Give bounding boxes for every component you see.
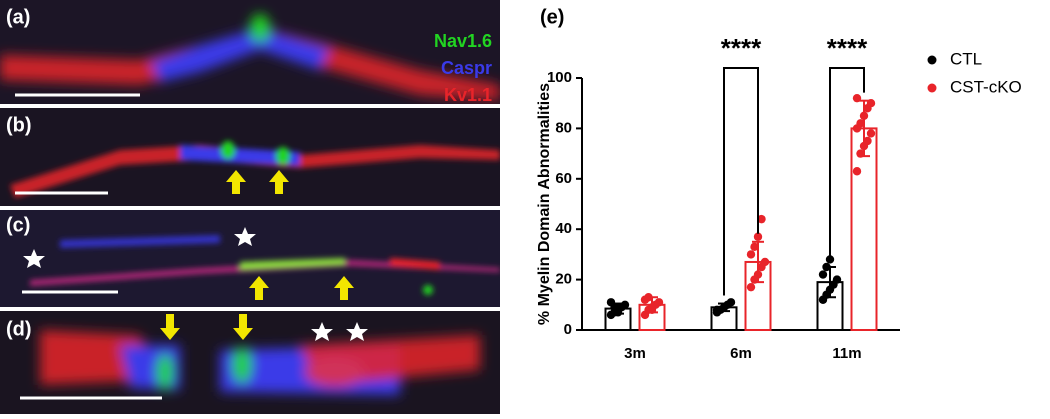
panel-label: (c) (6, 214, 30, 236)
data-point (753, 232, 763, 241)
x-tick-label: 11m (832, 345, 861, 362)
y-tick-label: 60 (555, 170, 572, 187)
panel-label: (d) (6, 318, 32, 340)
x-tick-label: 3m (624, 345, 646, 362)
significance-label: **** (721, 33, 762, 63)
panel-d-image (0, 311, 500, 414)
significance-label: **** (827, 33, 868, 63)
y-tick-label: 20 (555, 271, 572, 288)
legend-marker (927, 83, 937, 93)
y-axis-label: % Myelin Domain Abnormalities (536, 83, 553, 325)
y-tick-label: 0 (564, 321, 572, 338)
data-point (746, 250, 756, 259)
legend-marker (927, 55, 937, 65)
y-tick-label: 80 (555, 119, 572, 136)
panel-b-image (0, 108, 500, 206)
data-point (859, 111, 869, 121)
data-point (852, 93, 862, 103)
channel-label: Kv1.1 (444, 85, 492, 105)
panel-label: (e) (540, 6, 564, 28)
data-point (753, 270, 763, 279)
data-point (825, 255, 835, 264)
data-point (866, 129, 876, 138)
bar (850, 127, 878, 331)
data-point (620, 300, 630, 309)
data-point (866, 99, 876, 108)
panel-c-image (0, 210, 500, 307)
panel-label: (a) (6, 6, 30, 28)
data-point (654, 298, 664, 307)
data-point (726, 298, 736, 307)
y-tick-label: 100 (547, 69, 572, 86)
legend-label: CTL (950, 49, 982, 68)
panel-label: (b) (6, 114, 32, 136)
data-point (613, 308, 623, 317)
data-point (712, 305, 722, 315)
data-point (757, 214, 766, 224)
data-point (746, 282, 756, 292)
data-point (832, 275, 842, 284)
channel-label: Caspr (441, 58, 492, 78)
x-tick-label: 6m (730, 345, 752, 362)
data-point (818, 270, 828, 279)
y-tick-label: 40 (555, 220, 572, 237)
channel-label: Nav1.6 (434, 31, 492, 51)
legend-label: CST-cKO (950, 77, 1022, 96)
data-point (852, 167, 862, 176)
data-point (822, 262, 831, 272)
micrographs (0, 0, 500, 414)
panel-a-image (0, 0, 500, 104)
data-point (856, 119, 865, 128)
data-point (863, 136, 872, 146)
data-point (856, 149, 865, 158)
data-point (760, 257, 770, 267)
significance-bracket (829, 67, 865, 259)
data-point (750, 242, 759, 252)
data-point (647, 305, 657, 315)
significance-bracket (723, 67, 759, 296)
data-point (644, 293, 653, 302)
